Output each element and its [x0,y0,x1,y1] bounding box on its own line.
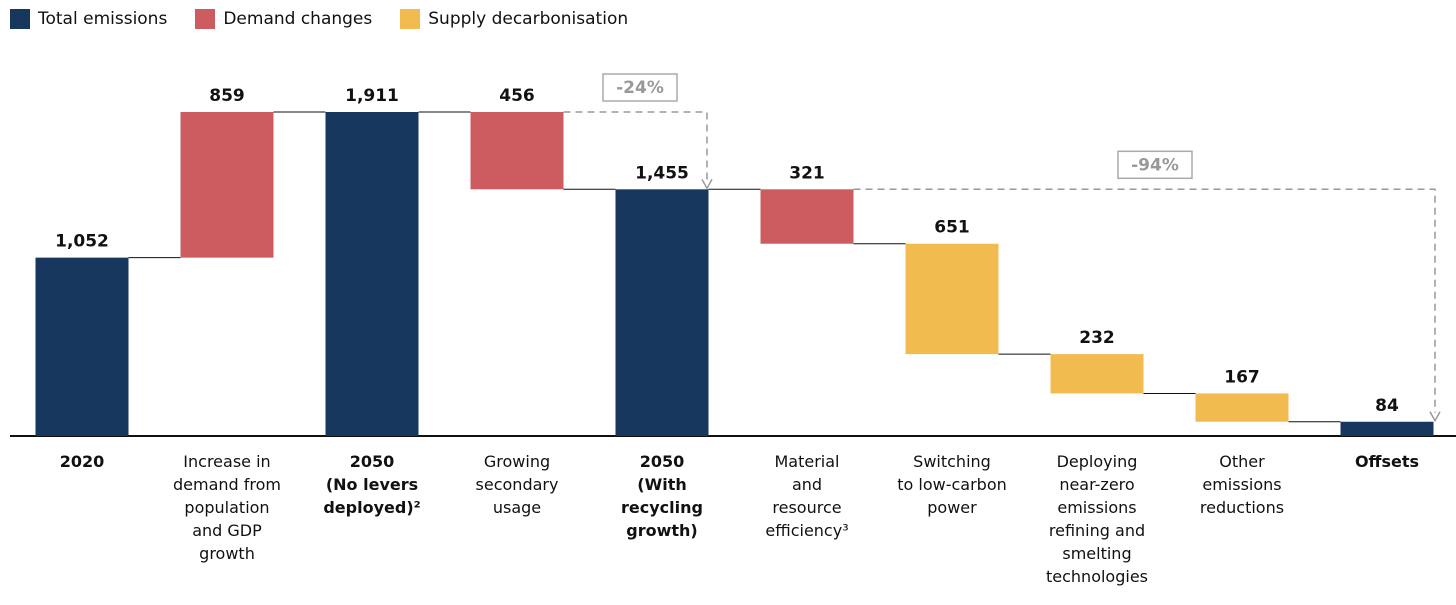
bar [470,112,564,190]
x-tick-label: 2050 (No levers deployed)² [323,452,421,517]
arrow-head [701,178,713,190]
legend-swatch [195,9,216,29]
x-tick-label: 2020 [59,452,105,471]
bar [325,112,419,436]
bar [1050,354,1144,394]
bar [180,112,274,258]
value-label: 859 [209,86,245,106]
value-label: 1,911 [345,86,399,106]
bar [35,257,129,436]
bar [905,243,999,355]
legend-swatch [400,9,421,29]
x-tick-label: Other emissions reductions [1199,452,1285,517]
x-tick-label: Growing secondary usage [475,452,559,517]
legend-label: Demand changes [223,9,373,29]
bar [615,189,709,436]
legend-swatch [10,9,30,29]
annotation: -94% [1131,155,1179,175]
x-tick-label: Switching to low-carbon power [897,452,1007,517]
bar [760,189,854,244]
value-label: 1,052 [55,232,109,252]
x-tick-label: Increase in demand from population and G… [172,452,281,563]
annotation: -24% [616,78,664,98]
value-label: 651 [934,218,970,238]
value-label: 232 [1079,328,1115,348]
annotation-box [602,73,678,102]
legend-label: Supply decarbonisation [428,9,629,29]
bar [1195,393,1289,422]
legend-item: Demand changes [195,9,372,29]
x-tick-label: Offsets [1354,452,1420,471]
arrow-head [1429,411,1441,423]
value-label: 321 [789,163,825,183]
value-label: 167 [1224,367,1260,387]
x-tick-label: Deploying near-zero emissions refining a… [1046,452,1148,586]
legend-item: Supply decarbonisation [400,9,628,29]
value-label: 84 [1375,396,1399,416]
legend: Total emissions Demand changes Supply deca… [10,9,628,29]
x-tick-label: 2050 (With recycling growth) [621,452,703,540]
legend-item: Total emissions [10,9,167,29]
annotation-arrow [853,188,1436,413]
value-label: 1,455 [635,163,689,183]
annotation-box [1117,150,1193,180]
x-tick-label: Material and resource efficiency³ [765,452,849,540]
value-label: 456 [499,86,535,106]
legend-label: Total emissions [38,9,168,29]
bar [1340,421,1434,436]
